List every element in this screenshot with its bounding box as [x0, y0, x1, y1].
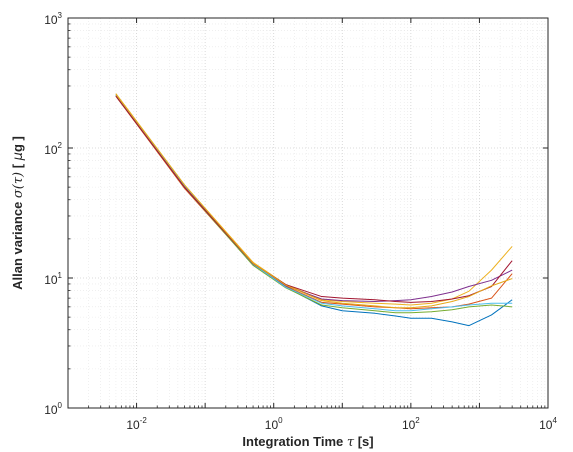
- tick-exponent: 4: [552, 416, 557, 425]
- tick-base: 10: [44, 403, 58, 417]
- label-part: μ: [11, 152, 26, 161]
- label-part: σ(τ): [11, 172, 26, 198]
- tick-base: 10: [402, 418, 416, 432]
- x-tick-labels: 10-2 100 102 104: [126, 416, 557, 432]
- x-tick-label: 102: [402, 416, 420, 432]
- tick-base: 10: [539, 418, 553, 432]
- tick-base: 10: [44, 143, 58, 157]
- tick-exponent: 0: [58, 401, 63, 410]
- label-part: [: [10, 160, 25, 172]
- tick-exponent: 1: [58, 271, 63, 280]
- tick-base: 10: [44, 273, 58, 287]
- y-tick-label: 103: [44, 11, 62, 27]
- x-tick-label: 10-2: [126, 416, 147, 432]
- tick-base: 10: [265, 418, 279, 432]
- label-part: [s]: [354, 434, 374, 449]
- y-tick-label: 102: [44, 141, 62, 157]
- tick-exponent: 3: [58, 11, 63, 20]
- tick-exponent: 2: [415, 416, 420, 425]
- x-axis-label: Integration Time τ [s]: [242, 434, 373, 450]
- label-part: Integration Time: [242, 434, 347, 449]
- label-part: g ]: [10, 136, 25, 152]
- y-axis-label: Allan variance σ(τ) [ μg ]: [10, 136, 26, 290]
- tick-base: 10: [44, 13, 58, 27]
- y-tick-label: 101: [44, 271, 62, 287]
- y-tick-label: 100: [44, 401, 62, 417]
- tick-base: 10: [126, 418, 140, 432]
- tick-exponent: 0: [278, 416, 283, 425]
- x-tick-label: 100: [265, 416, 283, 432]
- tick-exponent: -2: [140, 416, 148, 425]
- label-part: Allan variance: [10, 198, 25, 290]
- tick-exponent: 2: [58, 141, 63, 150]
- x-tick-label: 104: [539, 416, 557, 432]
